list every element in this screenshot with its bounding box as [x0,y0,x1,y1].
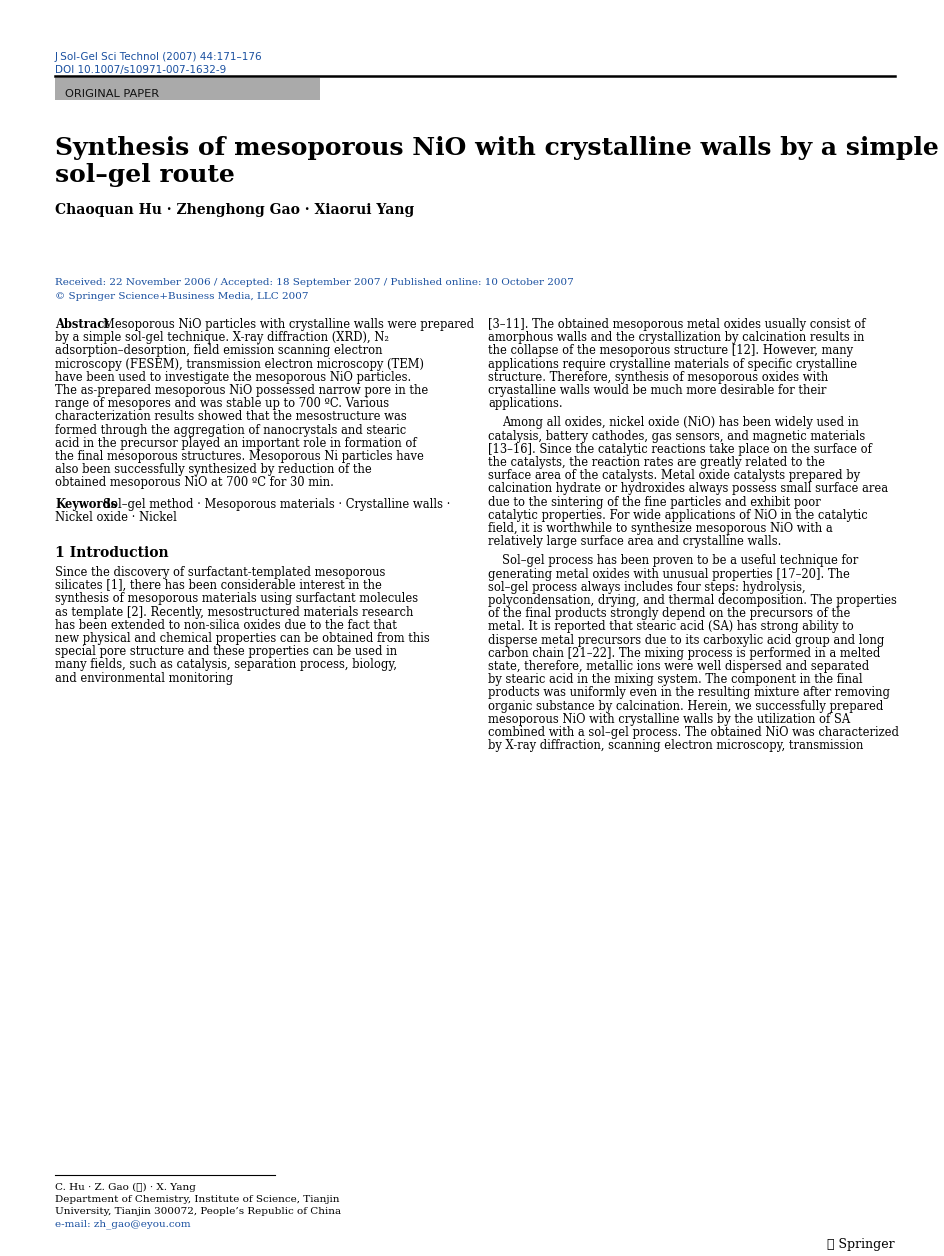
Text: Mesoporous NiO particles with crystalline walls were prepared: Mesoporous NiO particles with crystallin… [103,318,474,332]
Text: by X-ray diffraction, scanning electron microscopy, transmission: by X-ray diffraction, scanning electron … [487,740,863,752]
Text: [13–16]. Since the catalytic reactions take place on the surface of: [13–16]. Since the catalytic reactions t… [487,443,871,456]
Text: state, therefore, metallic ions were well dispersed and separated: state, therefore, metallic ions were wel… [487,659,868,673]
Text: Chaoquan Hu · Zhenghong Gao · Xiaorui Yang: Chaoquan Hu · Zhenghong Gao · Xiaorui Ya… [55,203,413,217]
Text: of the final products strongly depend on the precursors of the: of the final products strongly depend on… [487,607,850,620]
Text: J Sol-Gel Sci Technol (2007) 44:171–176: J Sol-Gel Sci Technol (2007) 44:171–176 [55,51,262,62]
Text: ORIGINAL PAPER: ORIGINAL PAPER [65,89,159,99]
Text: generating metal oxides with unusual properties [17–20]. The: generating metal oxides with unusual pro… [487,568,849,580]
Text: Sol–gel process has been proven to be a useful technique for: Sol–gel process has been proven to be a … [501,554,857,568]
Text: calcination hydrate or hydroxides always possess small surface area: calcination hydrate or hydroxides always… [487,482,887,495]
Text: as template [2]. Recently, mesostructured materials research: as template [2]. Recently, mesostructure… [55,605,413,619]
Text: sol–gel process always includes four steps: hydrolysis,: sol–gel process always includes four ste… [487,580,805,594]
Text: formed through the aggregation of nanocrystals and stearic: formed through the aggregation of nanocr… [55,423,406,437]
Text: also been successfully synthesized by reduction of the: also been successfully synthesized by re… [55,463,371,476]
Text: The as-prepared mesoporous NiO possessed narrow pore in the: The as-prepared mesoporous NiO possessed… [55,384,428,397]
Text: e-mail: zh_gao@eyou.com: e-mail: zh_gao@eyou.com [55,1220,191,1228]
Text: Department of Chemistry, Institute of Science, Tianjin: Department of Chemistry, Institute of Sc… [55,1194,339,1205]
Text: microscopy (FESEM), transmission electron microscopy (TEM): microscopy (FESEM), transmission electro… [55,358,424,371]
Text: obtained mesoporous NiO at 700 ºC for 30 min.: obtained mesoporous NiO at 700 ºC for 30… [55,476,333,490]
Text: mesoporous NiO with crystalline walls by the utilization of SA: mesoporous NiO with crystalline walls by… [487,713,850,726]
Text: combined with a sol–gel process. The obtained NiO was characterized: combined with a sol–gel process. The obt… [487,726,898,739]
Text: Sol–gel method · Mesoporous materials · Crystalline walls ·: Sol–gel method · Mesoporous materials · … [103,497,450,511]
Text: surface area of the catalysts. Metal oxide catalysts prepared by: surface area of the catalysts. Metal oxi… [487,470,859,482]
Text: disperse metal precursors due to its carboxylic acid group and long: disperse metal precursors due to its car… [487,633,884,647]
Text: the collapse of the mesoporous structure [12]. However, many: the collapse of the mesoporous structure… [487,344,852,358]
Text: C. Hu · Z. Gao (✉) · X. Yang: C. Hu · Z. Gao (✉) · X. Yang [55,1183,195,1192]
Text: by stearic acid in the mixing system. The component in the final: by stearic acid in the mixing system. Th… [487,673,862,686]
Text: Received: 22 November 2006 / Accepted: 18 September 2007 / Published online: 10 : Received: 22 November 2006 / Accepted: 1… [55,278,573,288]
Text: and environmental monitoring: and environmental monitoring [55,672,233,685]
Text: University, Tianjin 300072, People’s Republic of China: University, Tianjin 300072, People’s Rep… [55,1207,341,1216]
Text: [3–11]. The obtained mesoporous metal oxides usually consist of: [3–11]. The obtained mesoporous metal ox… [487,318,865,332]
Text: adsorption–desorption, field emission scanning electron: adsorption–desorption, field emission sc… [55,344,382,358]
Text: carbon chain [21–22]. The mixing process is performed in a melted: carbon chain [21–22]. The mixing process… [487,647,880,659]
Text: acid in the precursor played an important role in formation of: acid in the precursor played an importan… [55,437,416,450]
Text: Nickel oxide · Nickel: Nickel oxide · Nickel [55,511,177,524]
Text: new physical and chemical properties can be obtained from this: new physical and chemical properties can… [55,632,430,646]
Text: relatively large surface area and crystalline walls.: relatively large surface area and crysta… [487,535,781,548]
Text: Since the discovery of surfactant-templated mesoporous: Since the discovery of surfactant-templa… [55,566,385,579]
Text: © Springer Science+Business Media, LLC 2007: © Springer Science+Business Media, LLC 2… [55,291,308,301]
Text: structure. Therefore, synthesis of mesoporous oxides with: structure. Therefore, synthesis of mesop… [487,371,827,384]
Text: amorphous walls and the crystallization by calcination results in: amorphous walls and the crystallization … [487,332,864,344]
Text: applications require crystalline materials of specific crystalline: applications require crystalline materia… [487,358,856,371]
Text: synthesis of mesoporous materials using surfactant molecules: synthesis of mesoporous materials using … [55,593,417,605]
Text: characterization results showed that the mesostructure was: characterization results showed that the… [55,411,406,423]
Text: DOI 10.1007/s10971-007-1632-9: DOI 10.1007/s10971-007-1632-9 [55,65,226,75]
Text: organic substance by calcination. Herein, we successfully prepared: organic substance by calcination. Herein… [487,700,883,712]
Text: range of mesopores and was stable up to 700 ºC. Various: range of mesopores and was stable up to … [55,397,389,411]
Text: due to the sintering of the fine particles and exhibit poor: due to the sintering of the fine particl… [487,496,820,509]
Text: has been extended to non-silica oxides due to the fact that: has been extended to non-silica oxides d… [55,619,396,632]
Text: applications.: applications. [487,397,562,411]
Text: 1 Introduction: 1 Introduction [55,546,168,560]
Text: the catalysts, the reaction rates are greatly related to the: the catalysts, the reaction rates are gr… [487,456,824,468]
Text: sol–gel route: sol–gel route [55,163,235,187]
Bar [55,78,320,100]
Text: cryastalline walls would be much more desirable for their: cryastalline walls would be much more de… [487,384,825,397]
Text: Abstract: Abstract [55,318,110,332]
Text: Synthesis of mesoporous NiO with crystalline walls by a simple: Synthesis of mesoporous NiO with crystal… [55,136,938,160]
Text: many fields, such as catalysis, separation process, biology,: many fields, such as catalysis, separati… [55,658,396,672]
Text: catalysis, battery cathodes, gas sensors, and magnetic materials: catalysis, battery cathodes, gas sensors… [487,430,865,442]
Text: special pore structure and these properties can be used in: special pore structure and these propert… [55,646,396,658]
Text: silicates [1], there has been considerable interest in the: silicates [1], there has been considerab… [55,579,381,592]
Text: metal. It is reported that stearic acid (SA) has strong ability to: metal. It is reported that stearic acid … [487,620,852,633]
Text: Among all oxides, nickel oxide (NiO) has been widely used in: Among all oxides, nickel oxide (NiO) has… [501,417,858,430]
Text: ℒ Springer: ℒ Springer [827,1238,894,1251]
Text: the final mesoporous structures. Mesoporous Ni particles have: the final mesoporous structures. Mesopor… [55,450,424,463]
Text: field, it is worthwhile to synthesize mesoporous NiO with a: field, it is worthwhile to synthesize me… [487,522,832,535]
Text: products was uniformly even in the resulting mixture after removing: products was uniformly even in the resul… [487,686,889,700]
Text: have been used to investigate the mesoporous NiO particles.: have been used to investigate the mesopo… [55,371,411,384]
Text: by a simple sol-gel technique. X-ray diffraction (XRD), N₂: by a simple sol-gel technique. X-ray dif… [55,332,389,344]
Text: polycondensation, drying, and thermal decomposition. The properties: polycondensation, drying, and thermal de… [487,594,896,607]
Text: catalytic properties. For wide applications of NiO in the catalytic: catalytic properties. For wide applicati… [487,509,867,521]
Text: Keywords: Keywords [55,497,117,511]
